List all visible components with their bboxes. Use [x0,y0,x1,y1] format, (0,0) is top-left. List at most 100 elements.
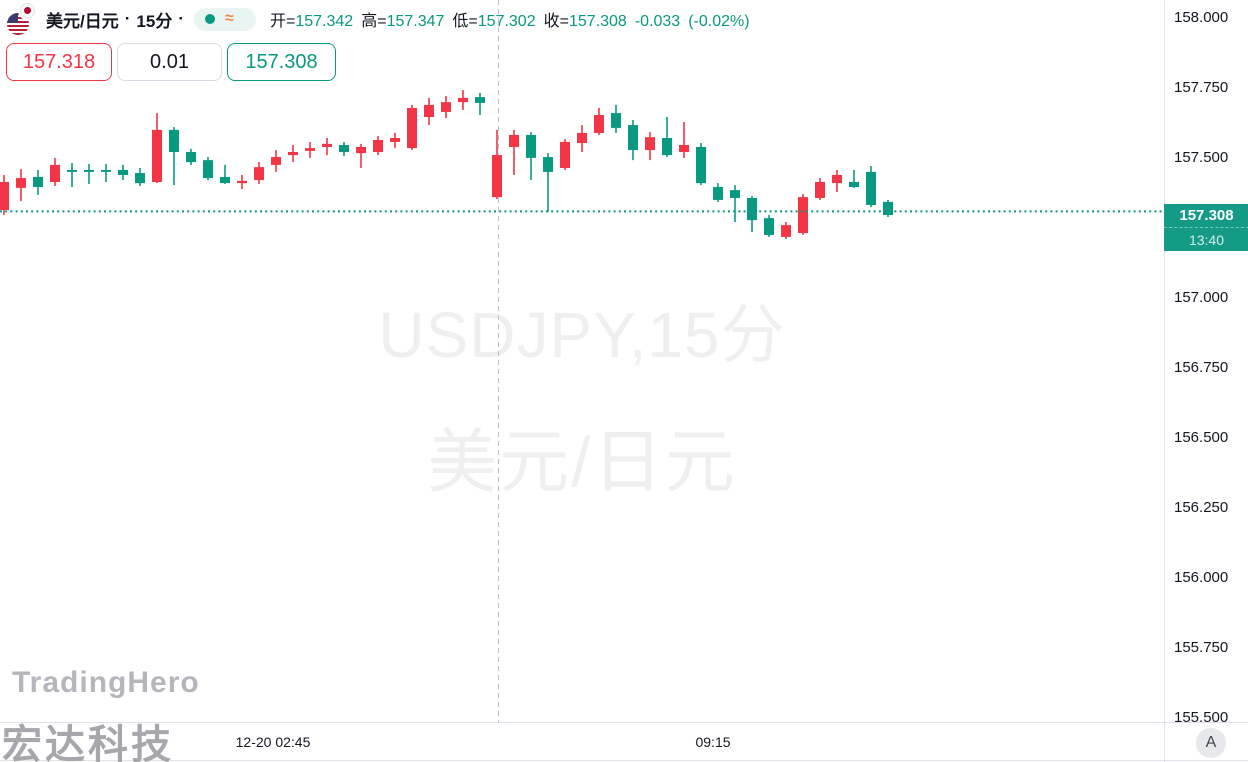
low-label: 低= [452,13,478,30]
candle-down [560,139,570,170]
candle-up [220,164,230,184]
candle-down [152,113,162,184]
symbol-info-row: 美元/日元 · 15分 · ≈ 开=157.342 高=157.347 低=157.… [0,0,758,38]
candle-up [611,104,621,133]
candle-down [271,150,281,172]
close-value: 157.308 [568,13,627,30]
candle-down [458,90,468,110]
candle-up [135,167,145,186]
candle-up [747,195,757,233]
time-axis-label: 09:15 [695,734,731,750]
candle-down [832,169,842,193]
candle-up [475,92,485,116]
candle-down [407,104,417,151]
change-value: -0.033 [634,13,681,30]
candle-down [390,132,400,149]
candle-up [67,162,77,188]
tradinghero-watermark: TradingHero [12,666,200,699]
ohlc-readout: 开=157.342 高=157.347 低=157.302 收=157.308 -0.0… [270,7,758,31]
chart-header: 美元/日元 · 15分 · ≈ 开=157.342 高=157.347 低=157.… [0,0,758,81]
market-status-pill[interactable]: ≈ [194,7,256,31]
time-axis-top-border [0,722,1248,723]
candle-down [424,97,434,126]
candle-down [373,136,383,156]
price-axis-tick: 157.000 [1174,288,1229,306]
candle-down [492,129,502,200]
time-axis-bottom-border [0,760,1248,761]
candle-down [322,137,332,156]
price-axis-tick: 157.750 [1174,78,1229,96]
sell-price-button[interactable]: 157.318 [6,43,112,81]
open-value: 157.342 [295,13,354,30]
candle-down [679,122,689,158]
candle-down [509,129,519,175]
price-axis-tick: 156.500 [1174,428,1229,446]
candle-down [305,141,315,158]
candle-down [16,169,26,202]
price-axis[interactable]: 157.308 13:40 A 158.000 157.750 157.500 157… [1164,0,1248,762]
candle-down [0,174,9,216]
candle-down [50,157,60,186]
candle-down [798,194,808,235]
candle-down [441,95,451,119]
candle-down [815,178,825,200]
candle-up [662,116,672,158]
candle-down [356,143,366,168]
low-value: 157.302 [477,13,536,30]
time-axis[interactable]: 12-20 02:45 09:15 [0,722,1164,760]
japan-flag-icon [20,3,35,18]
candle-up [339,141,349,156]
candle-down [645,132,655,161]
watermark-symbol-text: USDJPY,15分 [378,299,786,371]
change-percent: (-0.02%) [688,13,750,30]
candle-up [169,127,179,186]
close-label: 收= [543,13,569,30]
hongda-keji-watermark: 宏达科技 [2,723,174,762]
high-label: 高= [361,13,387,30]
candle-up [526,132,536,181]
usdjpy-pair-icon[interactable] [4,2,38,36]
auto-scale-button[interactable]: A [1196,728,1226,758]
candle-up [866,166,876,207]
candle-up [730,185,740,223]
separator-dot: · [124,9,131,28]
candle-down [577,125,587,153]
candle-down [254,162,264,184]
buy-price-button[interactable]: 157.308 [227,43,336,81]
price-axis-tick: 156.750 [1174,358,1229,376]
candle-down [237,174,247,189]
price-axis-tick: 158.000 [1174,8,1229,26]
separator-dot: · [178,9,184,28]
us-flag-icon [7,13,29,35]
candle-up [764,215,774,237]
us-flag-canton [7,13,18,23]
candle-up [203,157,213,181]
order-panel: 157.318 0.01 157.308 [0,43,758,81]
spread-button[interactable]: 0.01 [117,43,222,81]
delayed-data-approx-icon: ≈ [225,10,234,27]
price-axis-tick: 155.500 [1174,709,1229,726]
candle-up [713,183,723,202]
candle-up [118,164,128,181]
candle-up [628,120,638,161]
watermark-pair-name: 美元/日元 [427,423,737,501]
candle-down [781,222,791,239]
japan-flag-sun [24,7,31,14]
last-price-value: 157.308 [1179,207,1234,224]
symbol-title[interactable]: 美元/日元 [46,11,119,31]
bar-countdown: 13:40 [1164,227,1248,251]
candle-up [33,169,43,195]
price-axis-tick: 155.750 [1174,638,1229,656]
candle-up [101,164,111,182]
candle-up [883,199,893,218]
price-axis-tick: 156.250 [1174,498,1229,516]
candlestick-plot[interactable] [0,0,1164,722]
market-open-dot-icon [205,14,215,24]
candle-down [594,108,604,135]
candle-up [186,148,196,165]
candle-down [288,145,298,163]
interval-label[interactable]: 15分 [136,11,173,31]
last-price-label: 157.308 13:40 [1164,204,1248,251]
candle-up [84,164,94,184]
